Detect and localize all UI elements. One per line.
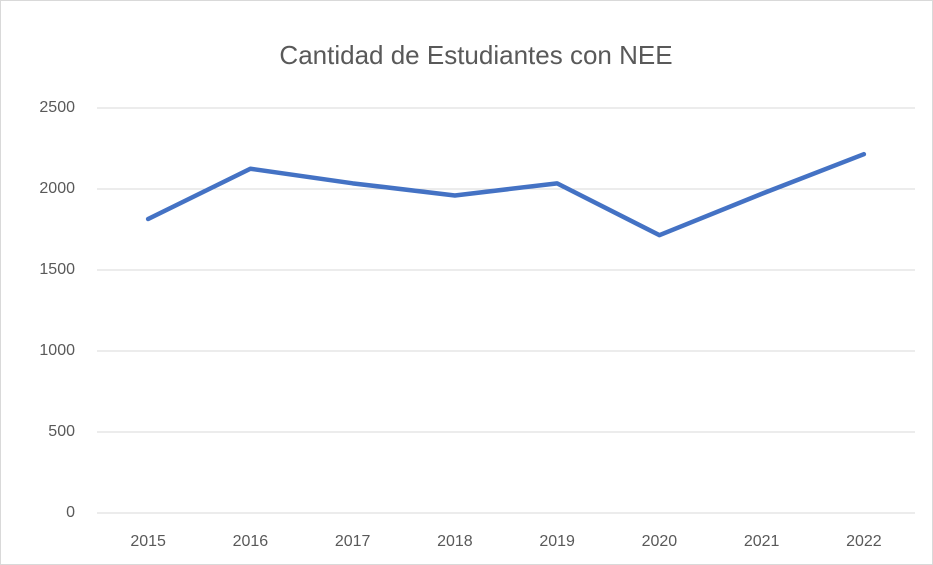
y-tick-label: 2000 xyxy=(39,180,75,197)
y-tick-label: 1000 xyxy=(39,342,75,359)
y-tick-label: 1500 xyxy=(39,261,75,278)
x-tick-label: 2015 xyxy=(130,533,166,550)
x-tick-label: 2020 xyxy=(642,533,678,550)
x-tick-label: 2019 xyxy=(539,533,575,550)
x-tick-label: 2016 xyxy=(233,533,269,550)
y-tick-label: 2500 xyxy=(39,99,75,116)
y-tick-label: 500 xyxy=(48,423,75,440)
x-tick-label: 2018 xyxy=(437,533,473,550)
x-tick-label: 2022 xyxy=(846,533,882,550)
data-line xyxy=(145,151,867,238)
y-tick-label: 0 xyxy=(66,504,75,521)
chart-title: Cantidad de Estudiantes con NEE xyxy=(279,40,672,70)
x-tick-label: 2021 xyxy=(744,533,780,550)
x-tick-label: 2017 xyxy=(335,533,371,550)
